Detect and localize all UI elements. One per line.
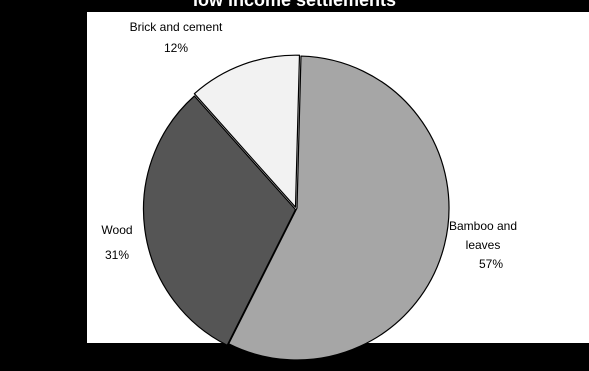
- source-note: Source: SUPF 1999: [364, 349, 471, 363]
- pie-slices: [142, 54, 450, 361]
- pie-slice-bamboo-and-leaves: [228, 55, 450, 361]
- slice-label-wood-name: Wood: [101, 223, 132, 237]
- slice-label-brick-name: Brick and cement: [130, 20, 223, 34]
- slice-label-brick-percent: 12%: [164, 41, 188, 55]
- pie-slice-wood: [142, 95, 297, 346]
- slice-label-bamboo-name-line2: leaves: [466, 238, 501, 252]
- chart-title: low income settlements: [192, 0, 397, 10]
- slice-labels: Bamboo and leaves 57% Wood 31% Brick and…: [101, 20, 517, 363]
- slice-label-wood-percent: 31%: [105, 248, 129, 262]
- slice-label-bamboo-percent: 57%: [479, 257, 503, 271]
- slice-label-bamboo-name-line1: Bamboo and: [449, 219, 517, 233]
- pie-slice-brick-and-cement: [193, 54, 301, 208]
